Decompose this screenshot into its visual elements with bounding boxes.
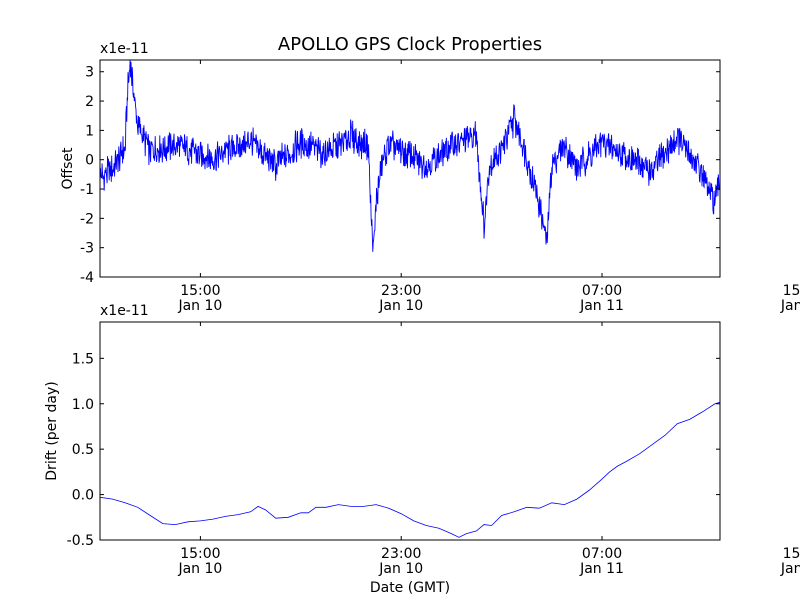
drift-ylabel: Drift (per day) xyxy=(44,381,60,480)
offset-xtick-date-label: Jan 10 xyxy=(378,298,423,314)
drift-ytick-label: 1.0 xyxy=(72,397,94,413)
offset-ytick-label: -2 xyxy=(80,211,94,227)
drift-ytick-label: -0.5 xyxy=(67,533,94,549)
drift-xtick-time-label: 15:00 xyxy=(783,546,800,562)
drift-xtick-date-label: Jan 11 xyxy=(780,561,800,577)
drift-series-line xyxy=(100,401,720,538)
drift-scale-label: x1e-11 xyxy=(100,303,149,319)
drift-xtick-date-label: Jan 10 xyxy=(177,561,222,577)
offset-xtick-time-label: 07:00 xyxy=(582,283,622,299)
offset-ytick-label: -1 xyxy=(80,182,94,198)
drift-xtick-time-label: 15:00 xyxy=(180,546,220,562)
drift-ytick-label: 0.5 xyxy=(72,442,94,458)
drift-axes-frame xyxy=(99,321,721,541)
drift-ytick-label: 0.0 xyxy=(72,488,94,504)
drift-ytick-label: 1.5 xyxy=(72,351,94,367)
offset-ytick-label: 0 xyxy=(85,153,94,169)
offset-xtick-time-label: 15:00 xyxy=(783,283,800,299)
drift-xtick-time-label: 07:00 xyxy=(582,546,622,562)
offset-xtick-time-label: 15:00 xyxy=(180,283,220,299)
offset-xtick-time-label: 23:00 xyxy=(381,283,421,299)
offset-xtick-date-label: Jan 11 xyxy=(780,298,800,314)
drift-xtick-date-label: Jan 10 xyxy=(378,561,423,577)
offset-ytick-label: 2 xyxy=(85,94,94,110)
drift-xlabel: Date (GMT) xyxy=(370,580,450,596)
drift-xtick-date-label: Jan 11 xyxy=(579,561,624,577)
offset-ytick-label: -3 xyxy=(80,241,94,257)
offset-ylabel: Offset xyxy=(60,147,76,190)
offset-ytick-label: -4 xyxy=(80,270,94,286)
offset-xtick-date-label: Jan 11 xyxy=(579,298,624,314)
drift-xtick-time-label: 23:00 xyxy=(381,546,421,562)
offset-series-line xyxy=(100,60,720,252)
offset-xtick-date-label: Jan 10 xyxy=(177,298,222,314)
offset-ytick-label: 3 xyxy=(85,65,94,81)
chart-title: APOLLO GPS Clock Properties xyxy=(278,34,542,55)
offset-ytick-label: 1 xyxy=(85,123,94,139)
offset-scale-label: x1e-11 xyxy=(100,41,149,57)
offset-axes-frame xyxy=(99,59,721,278)
